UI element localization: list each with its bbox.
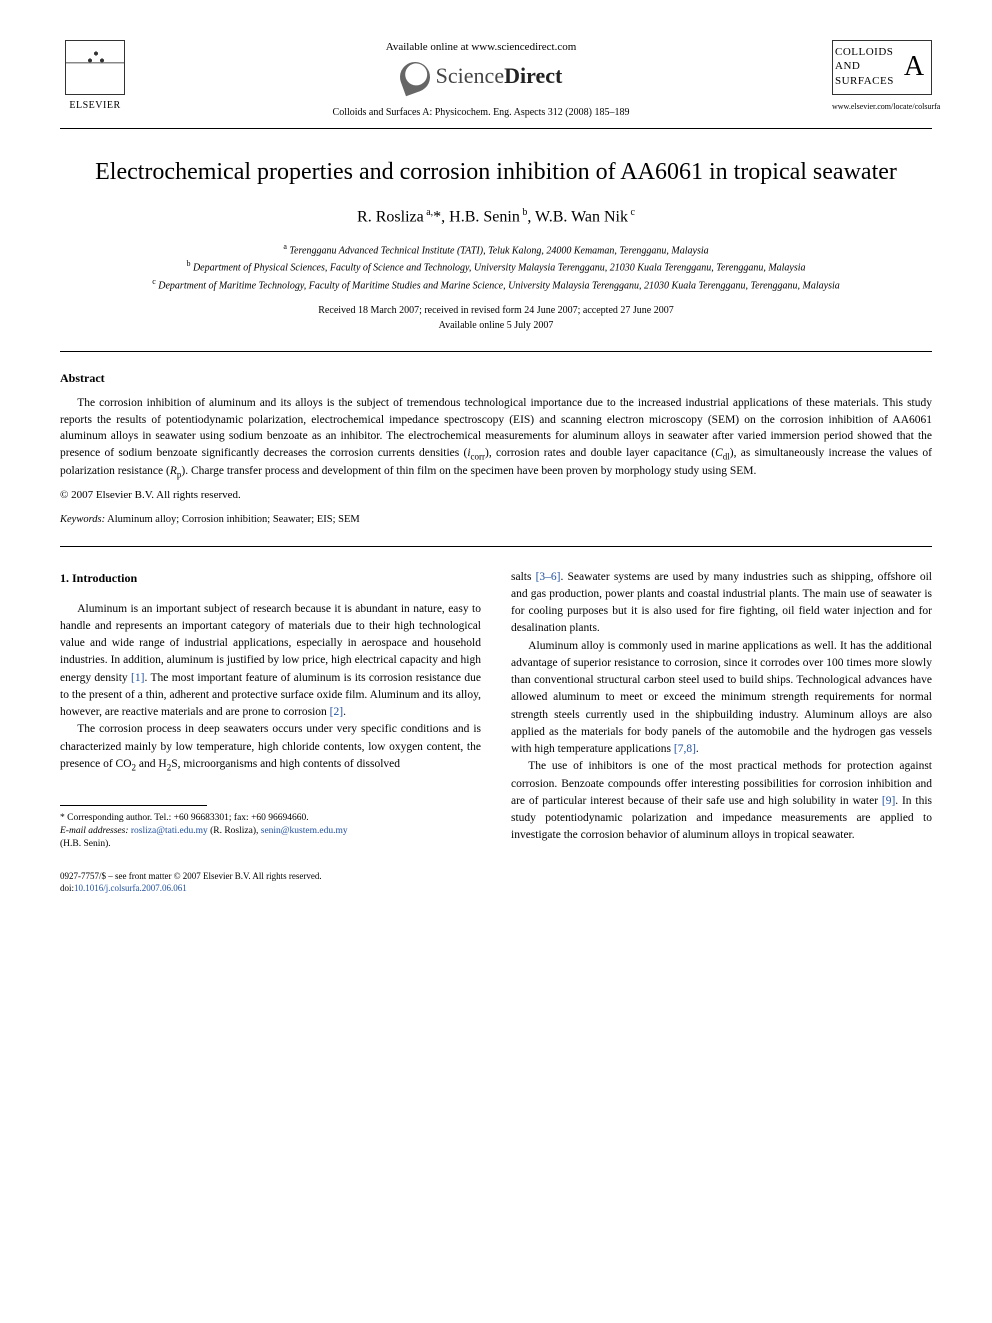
intro-para-3: Aluminum alloy is commonly used in marin… [511,638,932,759]
journal-url: www.elsevier.com/locate/colsurfa [832,101,932,112]
doi-link[interactable]: 10.1016/j.colsurfa.2007.06.061 [74,883,187,893]
author-sup-b: b [520,207,528,218]
intro-para-4: The use of inhibitors is one of the most… [511,758,932,844]
section-1-heading: 1. Introduction [60,569,481,587]
sd-text-light: Science [436,63,504,88]
doi-label: doi: [60,883,74,893]
author-sup-a: a, [424,207,433,218]
corresponding-author: * Corresponding author. Tel.: +60 966833… [60,812,481,825]
cover-line-1: COLLOIDS [835,45,894,59]
keywords-label: Keywords: [60,514,105,525]
journal-reference: Colloids and Surfaces A: Physicochem. En… [150,106,812,120]
journal-header: ELSEVIER Available online at www.science… [60,40,932,120]
post-abstract-rule [60,546,932,547]
cover-line-3: SURFACES [835,74,894,88]
column-right: salts [3–6]. Seawater systems are used b… [511,569,932,895]
affiliations: a Terengganu Advanced Technical Institut… [60,241,932,293]
email-1[interactable]: rosliza@tati.edu.my [131,826,208,836]
keywords-line: Keywords: Aluminum alloy; Corrosion inhi… [60,513,932,528]
available-online-text: Available online at www.sciencedirect.co… [150,40,812,55]
affiliation-b: b Department of Physical Sciences, Facul… [60,258,932,275]
email-addresses: E-mail addresses: rosliza@tati.edu.my (R… [60,825,481,838]
abstract-copyright: © 2007 Elsevier B.V. All rights reserved… [60,488,932,503]
pre-abstract-rule [60,351,932,352]
footnote-rule [60,805,207,806]
sd-wordmark: ScienceDirect [436,61,563,92]
intro-para-2: The corrosion process in deep seawaters … [60,721,481,774]
cover-letter-a: A [904,49,925,85]
abstract-text: The corrosion inhibition of aluminum and… [60,395,932,482]
body-columns: 1. Introduction Aluminum is an important… [60,569,932,895]
cover-line-2: AND [835,59,894,73]
elsevier-tree-icon [65,40,125,95]
cover-box: COLLOIDS AND SURFACES A [832,40,932,95]
ref-link-1[interactable]: [1] [131,672,144,684]
intro-para-2-cont: salts [3–6]. Seawater systems are used b… [511,569,932,638]
ref-link-9[interactable]: [9] [882,795,895,807]
email-1-name: (R. Rosliza), [210,826,258,836]
sd-swoosh-icon [395,58,433,96]
elsevier-logo: ELSEVIER [60,40,130,120]
abstract-heading: Abstract [60,370,932,387]
issn-line: 0927-7757/$ – see front matter © 2007 El… [60,870,481,883]
email-2-name: (H.B. Senin). [60,838,481,851]
header-rule [60,128,932,129]
elsevier-label: ELSEVIER [69,99,120,113]
center-header: Available online at www.sciencedirect.co… [130,40,832,120]
dates-received: Received 18 March 2007; received in revi… [60,303,932,318]
footnotes: * Corresponding author. Tel.: +60 966833… [60,812,481,852]
abstract-section: Abstract The corrosion inhibition of alu… [60,370,932,528]
journal-cover: COLLOIDS AND SURFACES A www.elsevier.com… [832,40,932,112]
doi-line: doi:10.1016/j.colsurfa.2007.06.061 [60,882,481,895]
author-sup-c: c [628,207,635,218]
dates-online: Available online 5 July 2007 [60,318,932,333]
sciencedirect-logo: ScienceDirect [150,61,812,92]
affiliation-a: a Terengganu Advanced Technical Institut… [60,241,932,258]
ref-link-7-8[interactable]: [7,8] [674,743,696,755]
article-dates: Received 18 March 2007; received in revi… [60,303,932,333]
article-title: Electrochemical properties and corrosion… [60,157,932,188]
bottom-meta: 0927-7757/$ – see front matter © 2007 El… [60,870,481,895]
ref-link-2[interactable]: [2] [330,706,343,718]
email-2[interactable]: senin@kustem.edu.my [261,826,348,836]
keywords-text: Aluminum alloy; Corrosion inhibition; Se… [107,514,360,525]
column-left: 1. Introduction Aluminum is an important… [60,569,481,895]
intro-para-1: Aluminum is an important subject of rese… [60,601,481,722]
sd-text-bold: Direct [504,63,562,88]
affiliation-c: c Department of Maritime Technology, Fac… [60,276,932,293]
email-label: E-mail addresses: [60,826,129,836]
authors-line: R. Rosliza a,*, H.B. Senin b, W.B. Wan N… [60,206,932,229]
ref-link-3-6[interactable]: [3–6] [536,571,561,583]
